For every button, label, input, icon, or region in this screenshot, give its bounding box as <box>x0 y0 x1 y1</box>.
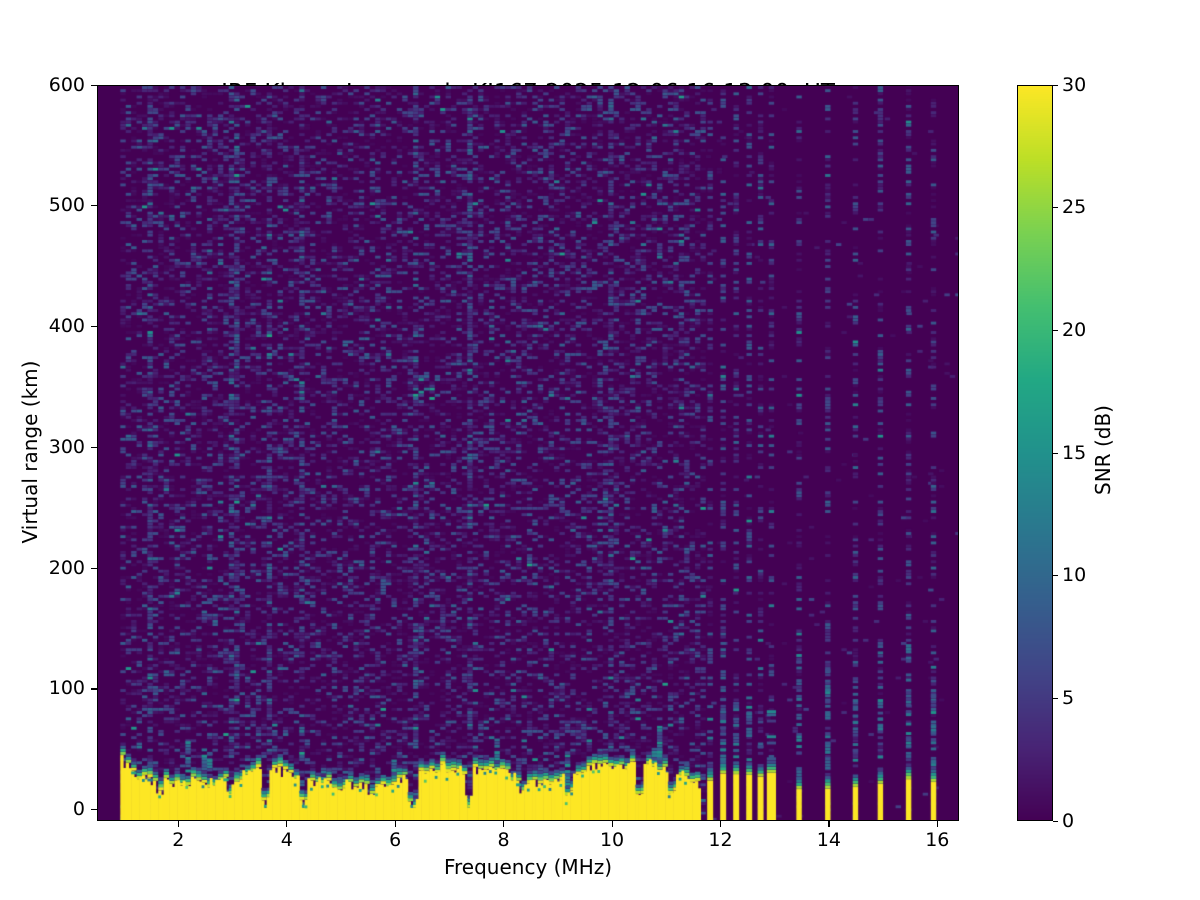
x-tick-label-10: 10 <box>599 829 625 851</box>
y-tick-mark-300 <box>91 446 97 449</box>
x-tick-label-4: 4 <box>280 829 293 851</box>
x-tick-label-16: 16 <box>925 829 950 851</box>
y-tick-label-100: 100 <box>48 677 85 700</box>
colorbar-tick-mark-15 <box>1053 452 1058 454</box>
ionogram-heatmap <box>97 85 959 821</box>
x-tick-label-8: 8 <box>497 829 510 851</box>
y-tick-mark-400 <box>91 326 97 328</box>
y-tick-label-500: 500 <box>48 194 85 217</box>
y-tick-label-200: 200 <box>48 556 85 579</box>
x-tick-mark-2 <box>177 821 179 827</box>
x-tick-mark-6 <box>394 821 396 827</box>
colorbar-tick-mark-10 <box>1053 575 1058 577</box>
colorbar-tick-label-10: 10 <box>1062 564 1087 587</box>
colorbar-label: SNR (dB) <box>1091 405 1115 495</box>
colorbar-tick-label-20: 20 <box>1062 318 1087 341</box>
y-tick-label-0: 0 <box>72 798 85 821</box>
x-tick-mark-4 <box>286 821 288 827</box>
y-tick-mark-500 <box>91 205 97 207</box>
y-tick-mark-100 <box>91 688 97 690</box>
y-axis-label: Virtual range (km) <box>18 360 42 544</box>
x-tick-label-6: 6 <box>389 829 402 851</box>
colorbar-tick-mark-30 <box>1053 84 1058 86</box>
y-tick-mark-600 <box>91 84 97 86</box>
colorbar-tick-label-30: 30 <box>1062 73 1087 96</box>
y-tick-label-300: 300 <box>48 435 85 458</box>
colorbar-tick-label-25: 25 <box>1062 196 1087 219</box>
colorbar-tick-mark-5 <box>1053 697 1058 700</box>
x-axis-label: Frequency (MHz) <box>443 855 613 879</box>
x-tick-mark-16 <box>936 821 938 827</box>
colorbar-tick-mark-25 <box>1053 207 1058 209</box>
y-tick-mark-0 <box>91 809 97 811</box>
x-tick-label-2: 2 <box>172 829 185 851</box>
x-tick-mark-8 <box>503 821 505 827</box>
x-tick-mark-12 <box>719 821 722 827</box>
colorbar-tick-label-0: 0 <box>1062 809 1075 832</box>
colorbar-tick-mark-0 <box>1053 820 1058 822</box>
y-tick-label-600: 600 <box>48 73 85 96</box>
colorbar-gradient <box>1017 85 1053 821</box>
x-tick-label-12: 12 <box>708 829 733 851</box>
x-tick-mark-14 <box>828 821 830 827</box>
y-tick-label-400: 400 <box>48 315 85 338</box>
colorbar-tick-label-5: 5 <box>1062 686 1075 709</box>
x-tick-label-14: 14 <box>816 829 841 851</box>
colorbar-tick-label-15: 15 <box>1062 441 1087 464</box>
x-tick-mark-10 <box>611 821 613 827</box>
colorbar-tick-mark-20 <box>1053 329 1058 332</box>
y-tick-mark-200 <box>91 567 97 569</box>
